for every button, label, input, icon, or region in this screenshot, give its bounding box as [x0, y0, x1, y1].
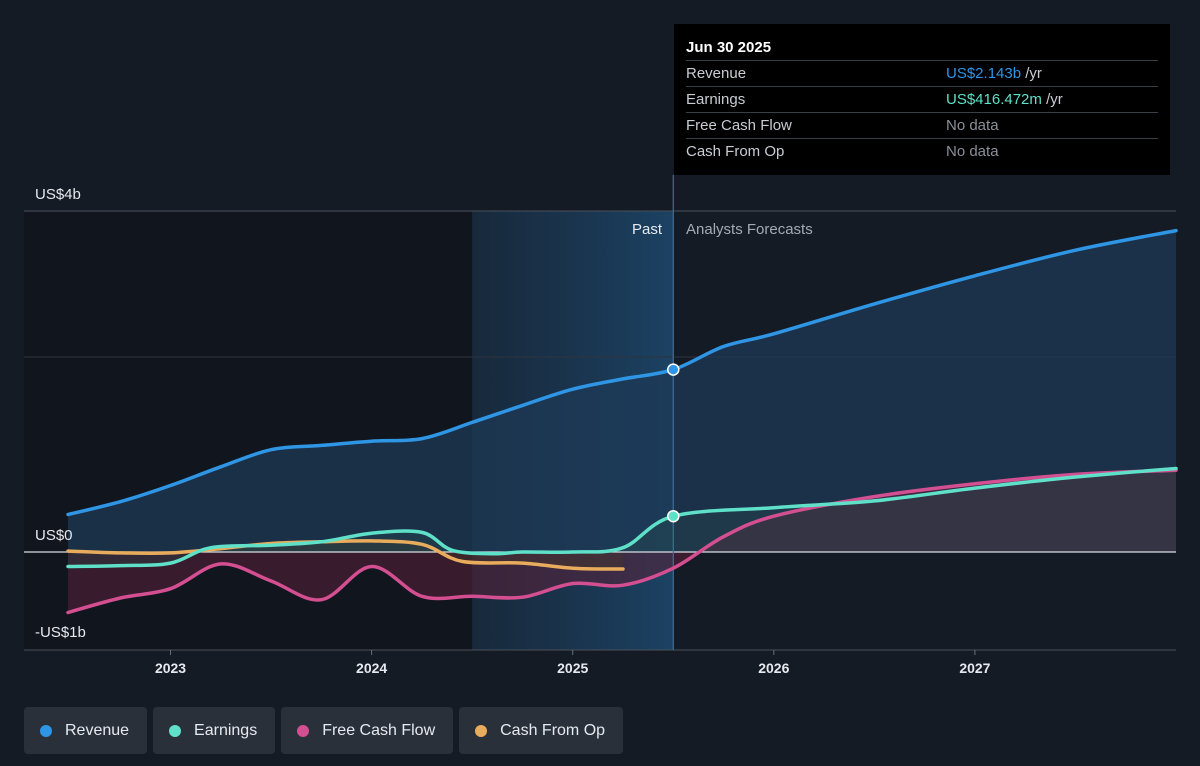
tooltip-row-name: Earnings [686, 91, 746, 108]
series-lines [66, 228, 1178, 615]
y-tick-label-top: US$4b [35, 186, 81, 203]
legend-label: Revenue [65, 721, 130, 739]
legend-dot-icon [169, 724, 182, 737]
free-cash-flow-line [66, 468, 1178, 615]
tooltip-row-revenue: Revenue US$2.143b /yr [686, 60, 1158, 86]
tooltip-row-name: Free Cash Flow [686, 117, 792, 134]
x-axis-ticks: 2023 2024 2025 2026 2027 [155, 650, 991, 676]
tooltip-earnings-value: US$416.472m [946, 91, 1042, 108]
tooltip-fcf-value: No data [946, 117, 999, 134]
revenue-line [66, 228, 1178, 517]
legend-dot-icon [475, 724, 488, 737]
tooltip-row-free-cash-flow: Free Cash Flow No data [686, 112, 1158, 138]
tooltip-row-cash-from-op: Cash From Op No data [686, 138, 1158, 164]
revenue-area [68, 230, 1176, 552]
legend-dot-icon [40, 724, 52, 737]
x-tick-label: 2025 [557, 660, 588, 676]
legend-item-revenue[interactable]: Revenue [24, 707, 148, 754]
legend-item-earnings[interactable]: Earnings [153, 707, 276, 754]
free-cash-flow-area [68, 470, 1176, 613]
legend-label: Earnings [194, 721, 258, 739]
cash-from-op-line [66, 539, 625, 571]
earnings-line [66, 466, 1178, 569]
tooltip-earnings-unit: /yr [1041, 91, 1063, 108]
tooltip-revenue-unit: /yr [1021, 65, 1042, 82]
earnings-marker[interactable] [667, 509, 680, 523]
x-tick-label: 2027 [959, 660, 990, 676]
x-tick-label: 2024 [356, 660, 387, 676]
legend-label: Cash From Op [500, 721, 606, 739]
legend-dot-icon [297, 724, 310, 737]
revenue-marker[interactable] [667, 363, 680, 376]
tooltip-row-name: Revenue [686, 65, 747, 82]
tooltip-panel: Jun 30 2025 Revenue US$2.143b /yr Earnin… [674, 24, 1170, 175]
tooltip-cfo-value: No data [946, 143, 999, 160]
y-tick-label-zero: US$0 [35, 527, 73, 544]
past-label: Past [632, 221, 663, 238]
legend-item-free-cash-flow[interactable]: Free Cash Flow [281, 707, 454, 754]
legend-item-cash-from-op[interactable]: Cash From Op [459, 707, 624, 754]
tooltip-row-earnings: Earnings US$416.472m /yr [686, 86, 1158, 112]
legend: Revenue Earnings Free Cash Flow Cash Fro… [24, 707, 624, 754]
legend-label: Free Cash Flow [322, 721, 436, 739]
tooltip-revenue-value: US$2.143b [946, 65, 1022, 82]
x-tick-label: 2023 [155, 660, 186, 676]
tooltip-row-value: US$416.472m /yr [946, 87, 1063, 112]
tooltip-row-name: Cash From Op [686, 143, 785, 160]
forecast-label: Analysts Forecasts [686, 221, 813, 238]
series-markers [667, 363, 680, 523]
x-tick-label: 2026 [758, 660, 789, 676]
tooltip-row-value: US$2.143b /yr [946, 61, 1042, 86]
y-tick-label-bottom: -US$1b [35, 624, 86, 641]
tooltip-date: Jun 30 2025 [686, 39, 772, 56]
